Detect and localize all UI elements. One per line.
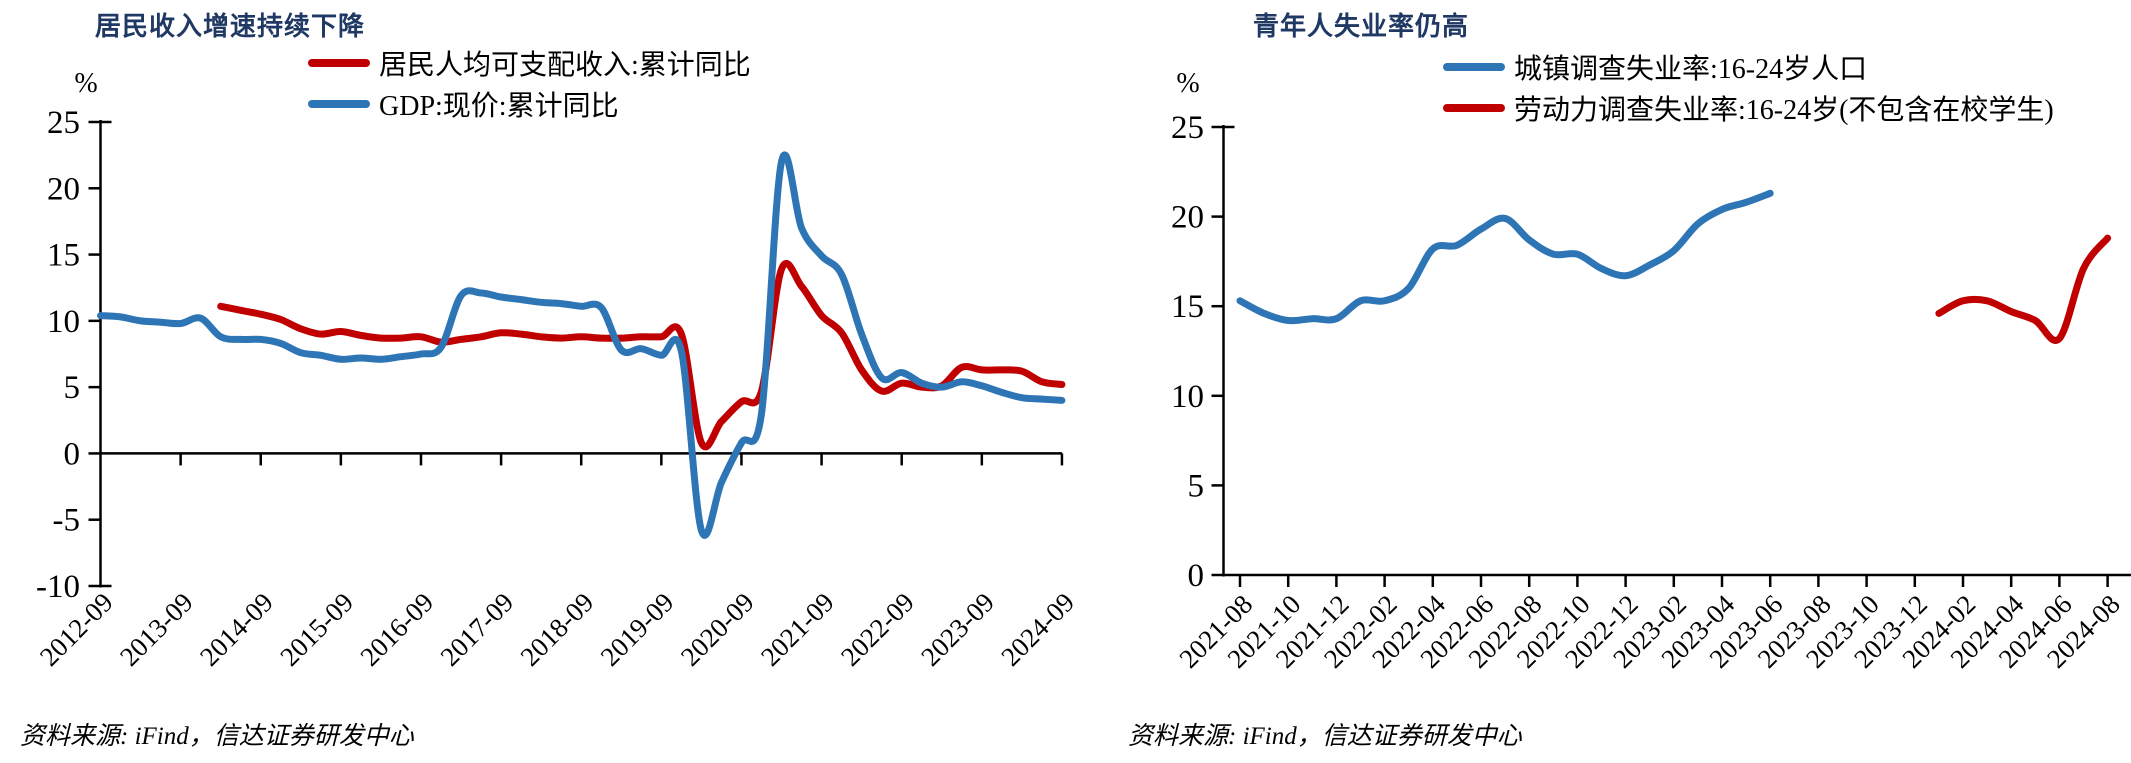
x-axis-tick-label: 2021-10 xyxy=(1222,589,1307,674)
y-axis-tick-label: 0 xyxy=(1188,558,1205,594)
legend-label: 城镇调查失业率:16-24岁人口 xyxy=(1514,53,1868,85)
x-axis-tick-label: 2020-09 xyxy=(675,587,760,672)
legend-label: GDP:现价:累计同比 xyxy=(379,90,619,122)
series-line xyxy=(97,151,1066,539)
x-axis-tick-label: 2013-09 xyxy=(114,587,199,672)
x-axis-tick-label: 2021-09 xyxy=(755,587,840,672)
x-axis-tick-label: 2023-10 xyxy=(1800,589,1885,674)
y-axis-tick-label: 10 xyxy=(47,304,80,340)
series-color-swatch xyxy=(1443,62,1505,71)
x-axis-tick-label: 2023-12 xyxy=(1848,589,1933,674)
x-axis-tick-label: 2014-09 xyxy=(194,587,279,672)
left-chart-source-note: 资料来源: iFind，信达证券研发中心 xyxy=(20,723,414,750)
y-axis-tick-label: 15 xyxy=(1171,289,1204,325)
x-axis-tick-label: 2023-04 xyxy=(1655,589,1740,674)
right-chart-title: 青年人失业率仍高 xyxy=(1253,11,1470,41)
x-axis-tick-label: 2024-08 xyxy=(2041,589,2126,674)
y-axis-unit-label: % xyxy=(1176,68,1199,99)
x-axis-tick-label: 2022-12 xyxy=(1559,589,1644,674)
x-axis-tick-label: 2022-08 xyxy=(1463,589,1548,674)
x-axis-tick-label: 2021-12 xyxy=(1270,589,1355,674)
x-axis-tick-label: 2024-02 xyxy=(1896,589,1981,674)
x-axis-tick-label: 2022-06 xyxy=(1414,589,1499,674)
x-axis-tick-label: 2023-06 xyxy=(1704,589,1789,674)
x-axis-tick-label: 2021-08 xyxy=(1173,589,1258,674)
legend-label: 劳动力调查失业率:16-24岁(不包含在校学生) xyxy=(1514,94,2054,126)
x-axis-tick-label: 2024-09 xyxy=(995,587,1080,672)
y-axis-tick-label: 15 xyxy=(47,238,80,274)
left-chart-title: 居民收入增速持续下降 xyxy=(95,11,366,41)
x-axis-tick-label: 2019-09 xyxy=(595,587,680,672)
series-color-swatch xyxy=(1443,103,1505,112)
y-axis-tick-label: 5 xyxy=(1188,468,1205,504)
x-axis-tick-label: 2012-09 xyxy=(34,587,119,672)
x-axis-tick-label: 2015-09 xyxy=(274,587,359,672)
series-color-swatch xyxy=(308,58,370,67)
legend-item: 劳动力调查失业率:16-24岁(不包含在校学生) xyxy=(1443,87,2054,128)
x-axis-tick-label: 2022-09 xyxy=(835,587,920,672)
x-axis-tick-label: 2022-10 xyxy=(1511,589,1596,674)
legend-item: 城镇调查失业率:16-24岁人口 xyxy=(1443,46,2054,87)
legend-label: 居民人均可支配收入:累计同比 xyxy=(379,49,751,81)
y-axis-tick-label: 5 xyxy=(64,370,81,406)
series-color-swatch xyxy=(308,99,370,108)
y-axis-tick-label: 20 xyxy=(1171,200,1204,236)
y-axis-tick-label: 25 xyxy=(1171,110,1204,146)
series-line xyxy=(1935,234,2112,344)
y-axis-tick-label: 25 xyxy=(47,105,80,141)
right-chart-source-note: 资料来源: iFind，信达证券研发中心 xyxy=(1128,723,1522,750)
right-chart-legend: 城镇调查失业率:16-24岁人口 劳动力调查失业率:16-24岁(不包含在校学生… xyxy=(1443,46,2054,128)
y-axis-tick-label: -10 xyxy=(36,569,80,605)
y-axis-tick-label: 10 xyxy=(1171,379,1204,415)
x-axis-tick-label: 2022-02 xyxy=(1318,589,1403,674)
x-axis-tick-label: 2017-09 xyxy=(434,587,519,672)
x-axis-tick-label: 2024-04 xyxy=(1945,589,2030,674)
x-axis-tick-label: 2023-09 xyxy=(915,587,1000,672)
legend-item: GDP:现价:累计同比 xyxy=(308,83,751,124)
x-axis-tick-label: 2023-08 xyxy=(1752,589,1837,674)
x-axis-tick-label: 2018-09 xyxy=(515,587,600,672)
y-axis-unit-label: % xyxy=(74,68,97,99)
x-axis-tick-label: 2022-04 xyxy=(1366,589,1451,674)
series-line xyxy=(1236,189,1774,325)
x-axis-tick-label: 2023-02 xyxy=(1607,589,1692,674)
series-line xyxy=(217,259,1066,451)
y-axis-tick-label: -5 xyxy=(53,503,81,539)
y-axis-tick-label: 20 xyxy=(47,171,80,207)
y-axis-tick-label: 0 xyxy=(64,436,81,472)
legend-item: 居民人均可支配收入:累计同比 xyxy=(308,42,751,83)
left-chart-legend: 居民人均可支配收入:累计同比 GDP:现价:累计同比 xyxy=(308,42,751,124)
x-axis-tick-label: 2016-09 xyxy=(354,587,439,672)
x-axis-tick-label: 2024-06 xyxy=(1993,589,2078,674)
